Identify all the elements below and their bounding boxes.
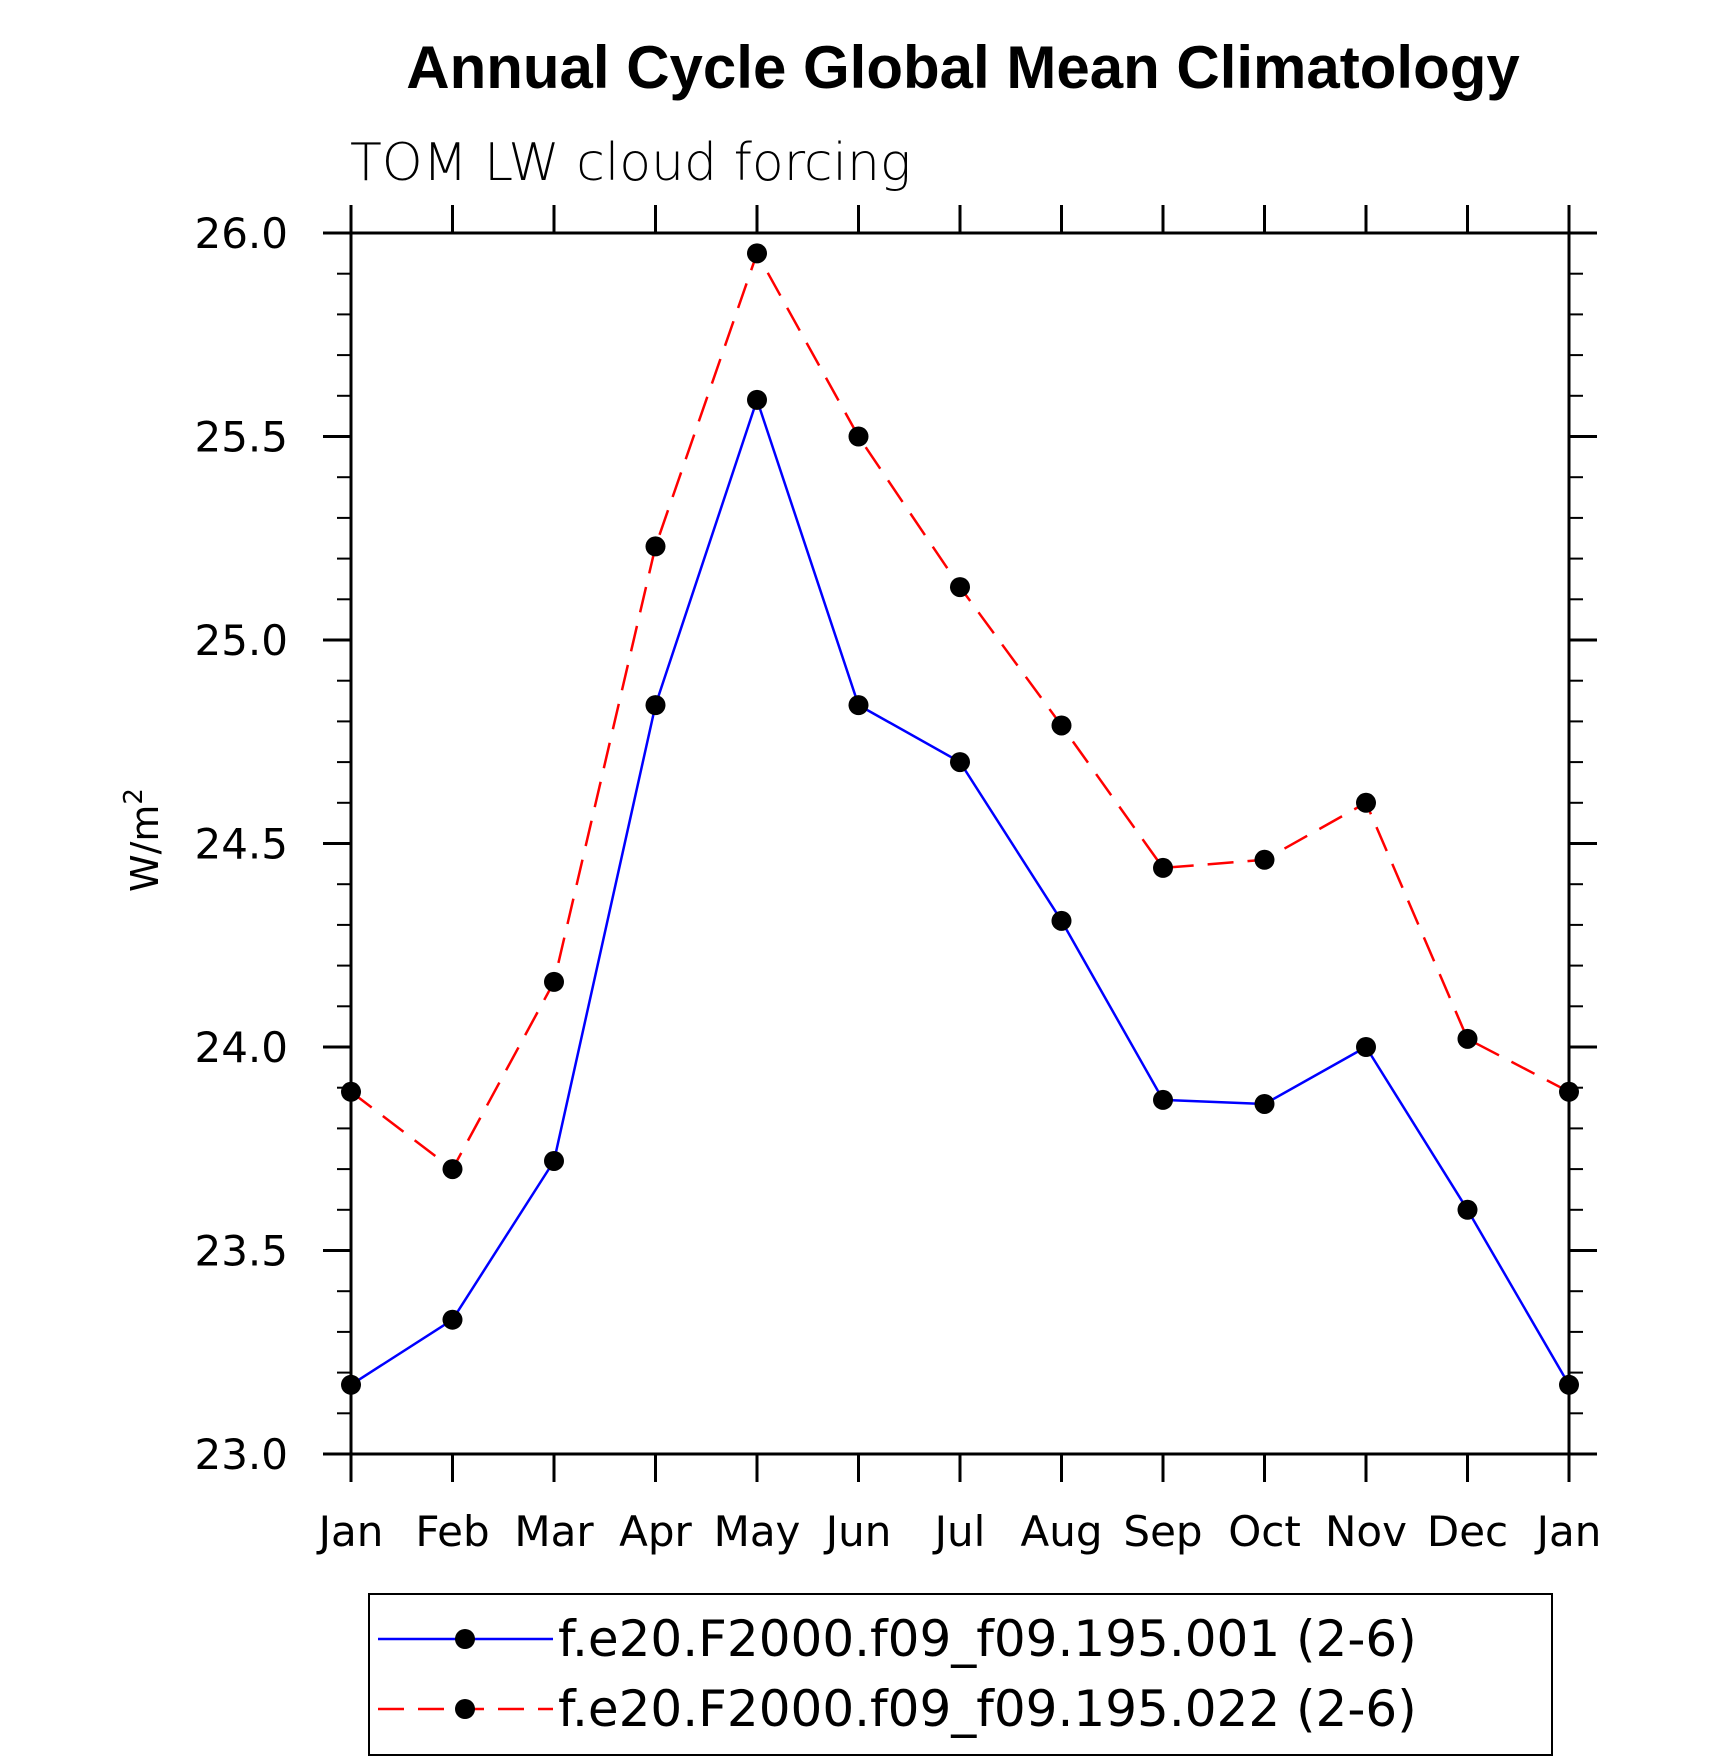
y-tick-label: 24.0 [194, 1023, 288, 1072]
data-point-series-1 [1051, 910, 1072, 931]
x-tick-label: Aug [1020, 1507, 1102, 1556]
data-point-series-2 [1356, 792, 1376, 813]
x-tick-label: May [714, 1507, 801, 1556]
x-tick-label: Mar [514, 1507, 594, 1556]
data-point-series-1 [442, 1309, 463, 1330]
legend-marker-series-2 [455, 1699, 475, 1719]
data-point-series-2 [1153, 857, 1173, 878]
axis-ticks [323, 205, 1597, 1482]
y-tick-label: 25.5 [194, 413, 288, 462]
legend: f.e20.F2000.f09_f09.195.001 (2-6) f.e20.… [368, 1593, 1553, 1756]
y-tick-label: 23.5 [194, 1227, 288, 1276]
x-tick-label: Jan [316, 1507, 384, 1556]
x-tick-label: Sep [1123, 1507, 1202, 1556]
y-tick-label: 26.0 [194, 209, 288, 258]
x-tick-label: Apr [619, 1507, 692, 1556]
y-axis-label: W/m2 [119, 788, 167, 892]
y-tick-label: 24.5 [194, 820, 288, 869]
data-point-series-2 [442, 1159, 463, 1180]
data-point-series-2 [747, 243, 767, 264]
legend-box [368, 1593, 1553, 1756]
legend-label-series-1: f.e20.F2000.f09_f09.195.001 (2-6) [558, 1610, 1417, 1668]
legend-label-series-2: f.e20.F2000.f09_f09.195.022 (2-6) [558, 1680, 1417, 1738]
data-point-series-2 [1457, 1028, 1478, 1049]
y-tick-label: 25.0 [194, 616, 288, 665]
x-tick-label: Jun [823, 1507, 892, 1556]
x-tick-label: Dec [1427, 1507, 1508, 1556]
series-lines [350, 252, 1571, 1386]
chart-subtitle: TOM LW cloud forcing [350, 133, 911, 193]
svg-text:W/m2: W/m2 [119, 788, 167, 892]
data-point-series-1 [848, 695, 869, 716]
data-point-series-2 [1254, 849, 1275, 870]
tick-labels: Jan Feb Mar Apr May Jun Jul Aug Sep Oct Nov Dec Jan 2… [194, 209, 1601, 1556]
data-point-series-1 [544, 1150, 564, 1171]
y-axis-label-text: W/m [123, 805, 167, 892]
data-point-series-1 [950, 752, 970, 773]
chart-title: Annual Cycle Global Mean Climatology [406, 34, 1520, 101]
data-point-series-1 [1356, 1037, 1376, 1057]
x-tick-label: Jan [1534, 1507, 1602, 1556]
x-tick-label: Nov [1325, 1507, 1407, 1556]
plot-frame [349, 231, 1571, 1456]
y-axis-label-superscript: 2 [119, 788, 149, 805]
x-tick-label: Feb [415, 1507, 489, 1556]
legend-marker-series-1 [455, 1629, 475, 1649]
data-point-series-2 [544, 971, 564, 992]
data-point-series-1 [645, 695, 666, 716]
data-point-series-2 [848, 426, 869, 447]
series-markers [341, 243, 1579, 1395]
series-line-1 [350, 398, 1571, 1386]
data-point-series-2 [1051, 715, 1072, 736]
data-point-series-1 [1254, 1093, 1275, 1114]
data-point-series-2 [950, 577, 970, 598]
data-point-series-1 [1457, 1199, 1478, 1220]
series-line-2 [350, 252, 1570, 1171]
y-tick-label: 23.0 [194, 1430, 288, 1479]
x-tick-label: Oct [1228, 1507, 1301, 1556]
data-point-series-2 [645, 536, 666, 557]
x-tick-label: Jul [932, 1507, 986, 1556]
data-point-series-1 [747, 389, 767, 410]
data-point-series-1 [1153, 1089, 1173, 1110]
